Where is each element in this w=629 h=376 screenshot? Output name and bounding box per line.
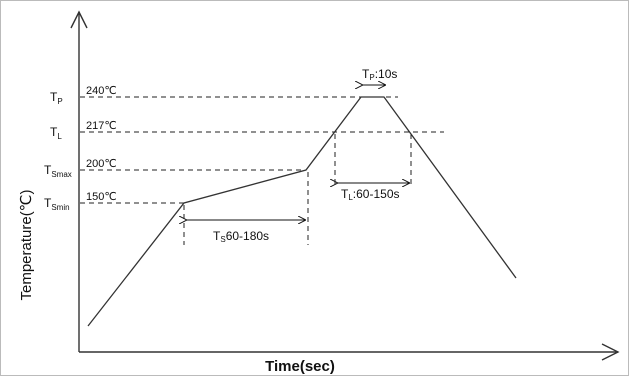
tsmax-temperature: 200℃ <box>86 158 117 170</box>
tsmin-temperature: 150℃ <box>86 191 117 203</box>
reference-lines <box>80 96 444 204</box>
tp-annotation: TP:10s <box>362 67 397 82</box>
tl-temperature: 217℃ <box>86 120 117 132</box>
time-markers <box>183 134 412 245</box>
tp-temperature: 240℃ <box>86 85 117 97</box>
reflow-profile-curve <box>87 96 517 327</box>
x-axis-arrow <box>601 343 620 361</box>
y-axis-title: Temperature(℃) <box>18 189 35 300</box>
tsmax-symbol: TSmax <box>44 163 72 179</box>
tl-annotation: TL:60-150s <box>341 187 400 202</box>
y-axis-arrow <box>70 10 88 29</box>
axes <box>70 10 620 361</box>
tl-symbol: TL <box>50 125 62 141</box>
tp-symbol: TP <box>50 90 63 106</box>
tsmin-symbol: TSmin <box>44 196 70 212</box>
ts-annotation: TS60-180s <box>213 229 269 244</box>
x-axis-title: Time(sec) <box>265 358 335 375</box>
